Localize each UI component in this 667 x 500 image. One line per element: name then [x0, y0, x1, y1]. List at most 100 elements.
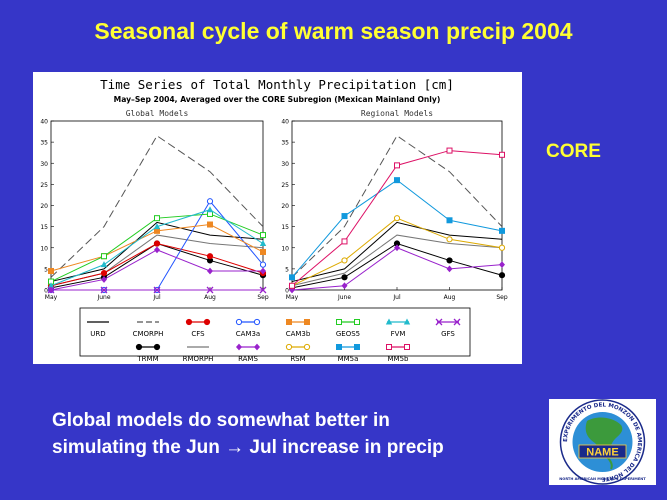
legend-marker — [185, 318, 193, 326]
data-point — [498, 272, 506, 279]
logo-land — [585, 417, 623, 457]
y-tick-label: 25 — [281, 182, 289, 189]
data-point — [259, 261, 267, 268]
x-tick-label: May — [286, 294, 299, 301]
legend-item-mm5a: MM5a — [336, 344, 360, 363]
series-line — [291, 221, 503, 283]
chart-title: Time Series of Total Monthly Precipitati… — [100, 77, 454, 92]
data-point — [207, 267, 213, 275]
x-tick-label: Jul — [152, 294, 161, 301]
data-point — [393, 215, 401, 222]
series-fvm — [47, 206, 267, 289]
data-point — [47, 282, 55, 289]
legend-label: GFS — [441, 330, 455, 338]
legend-item-mm5b: MM5b — [386, 344, 410, 363]
region-label: CORE — [546, 141, 601, 162]
data-point — [153, 223, 161, 230]
series-line — [50, 221, 264, 283]
y-tick-label: 15 — [281, 224, 289, 231]
series-mm5a — [289, 177, 505, 281]
legend-marker — [286, 319, 292, 325]
legend-label: TRMM — [136, 355, 158, 363]
x-tick-label: Aug — [444, 294, 456, 301]
data-point — [498, 244, 506, 251]
y-tick-label: 10 — [281, 245, 289, 252]
legend-marker — [354, 344, 360, 350]
series-urd — [50, 221, 264, 283]
precip-chart: Time Series of Total Monthly Precipitati… — [40, 77, 508, 363]
legend-label: URD — [90, 330, 105, 338]
data-point — [260, 248, 266, 255]
data-point — [446, 217, 453, 224]
name-logo: EXPERIMENTO DEL MONZON DE AMERICA DEL NO… — [549, 399, 656, 485]
data-point — [341, 257, 348, 264]
series-urd — [291, 221, 503, 283]
data-point — [100, 270, 108, 277]
legend-item-gfs: GFS — [435, 318, 461, 338]
series-line — [50, 135, 264, 278]
chart-subtitle: May–Sep 2004, Averaged over the CORE Sub… — [114, 95, 441, 104]
name-logo-graphic: EXPERIMENTO DEL MONZON DE AMERICA DEL NO… — [559, 399, 646, 485]
slide-title: Seasonal cycle of warm season precip 200… — [94, 18, 573, 44]
plot-frame — [291, 120, 503, 291]
legend-marker — [453, 318, 461, 326]
legend-item-trmm: TRMM — [135, 343, 161, 363]
legend-label: CMORPH — [133, 330, 164, 338]
logo-banner — [578, 444, 627, 459]
legend-item-rmorph: RMORPH — [183, 346, 214, 363]
legend-marker — [386, 344, 392, 350]
series-rams — [48, 246, 266, 294]
panel-title: Global Models — [126, 109, 189, 118]
series-line — [291, 217, 503, 287]
legend-label: GEOS5 — [336, 330, 360, 338]
y-tick-label: 20 — [40, 203, 48, 210]
legend-label: MM5a — [338, 355, 359, 363]
data-point — [394, 162, 400, 169]
data-point — [446, 236, 453, 243]
legend-item-geos5: GEOS5 — [336, 319, 360, 338]
legend-label: MM5b — [388, 355, 410, 363]
series-line — [291, 135, 503, 278]
legend-marker — [303, 343, 311, 351]
plot-frame — [50, 120, 264, 291]
y-tick-label: 0 — [44, 288, 48, 295]
legend-label: RMORPH — [183, 355, 214, 363]
y-tick-label: 5 — [285, 266, 289, 273]
data-point — [153, 286, 161, 294]
legend-marker — [403, 318, 411, 325]
logo-sub: NORTH AMERICAN MONSOON EXPERIMENT — [559, 477, 646, 481]
data-point — [259, 240, 267, 247]
y-tick-label: 30 — [40, 161, 48, 168]
data-point — [446, 257, 453, 264]
legend-item-cfs: CFS — [185, 318, 211, 338]
series-rams — [289, 244, 505, 294]
data-point — [260, 232, 266, 239]
data-point — [206, 198, 214, 205]
series-rsm — [288, 215, 506, 289]
data-point — [206, 286, 214, 294]
y-tick-label: 35 — [40, 140, 48, 147]
legend-item-rams: RAMS — [236, 343, 260, 363]
series-mm5b — [289, 147, 505, 289]
legend-marker — [304, 319, 310, 325]
x-tick-label: Sep — [496, 294, 508, 301]
data-point — [394, 177, 400, 184]
legend-label: RSM — [290, 355, 305, 363]
legend-marker — [385, 318, 393, 325]
precip-figure: Time Series of Total Monthly Precipitati… — [33, 72, 522, 364]
legend: URD CMORPH CFS CAM3a CAM3b GEOS5 FVM GFS TRMM RMO… — [79, 307, 471, 363]
series-line — [291, 234, 503, 287]
data-point — [289, 282, 295, 289]
legend-item-urd: URD — [87, 321, 109, 338]
data-point — [153, 240, 161, 247]
data-point — [446, 147, 453, 154]
legend-marker — [254, 343, 260, 351]
data-point — [100, 286, 108, 294]
legend-marker — [236, 343, 242, 351]
series-cmorph — [291, 135, 503, 278]
legend-item-cam3b: CAM3b — [286, 319, 311, 338]
data-point — [394, 244, 400, 252]
legend-item-cmorph: CMORPH — [133, 321, 164, 338]
series-gfs — [47, 286, 267, 294]
y-tick-label: 0 — [285, 288, 289, 295]
